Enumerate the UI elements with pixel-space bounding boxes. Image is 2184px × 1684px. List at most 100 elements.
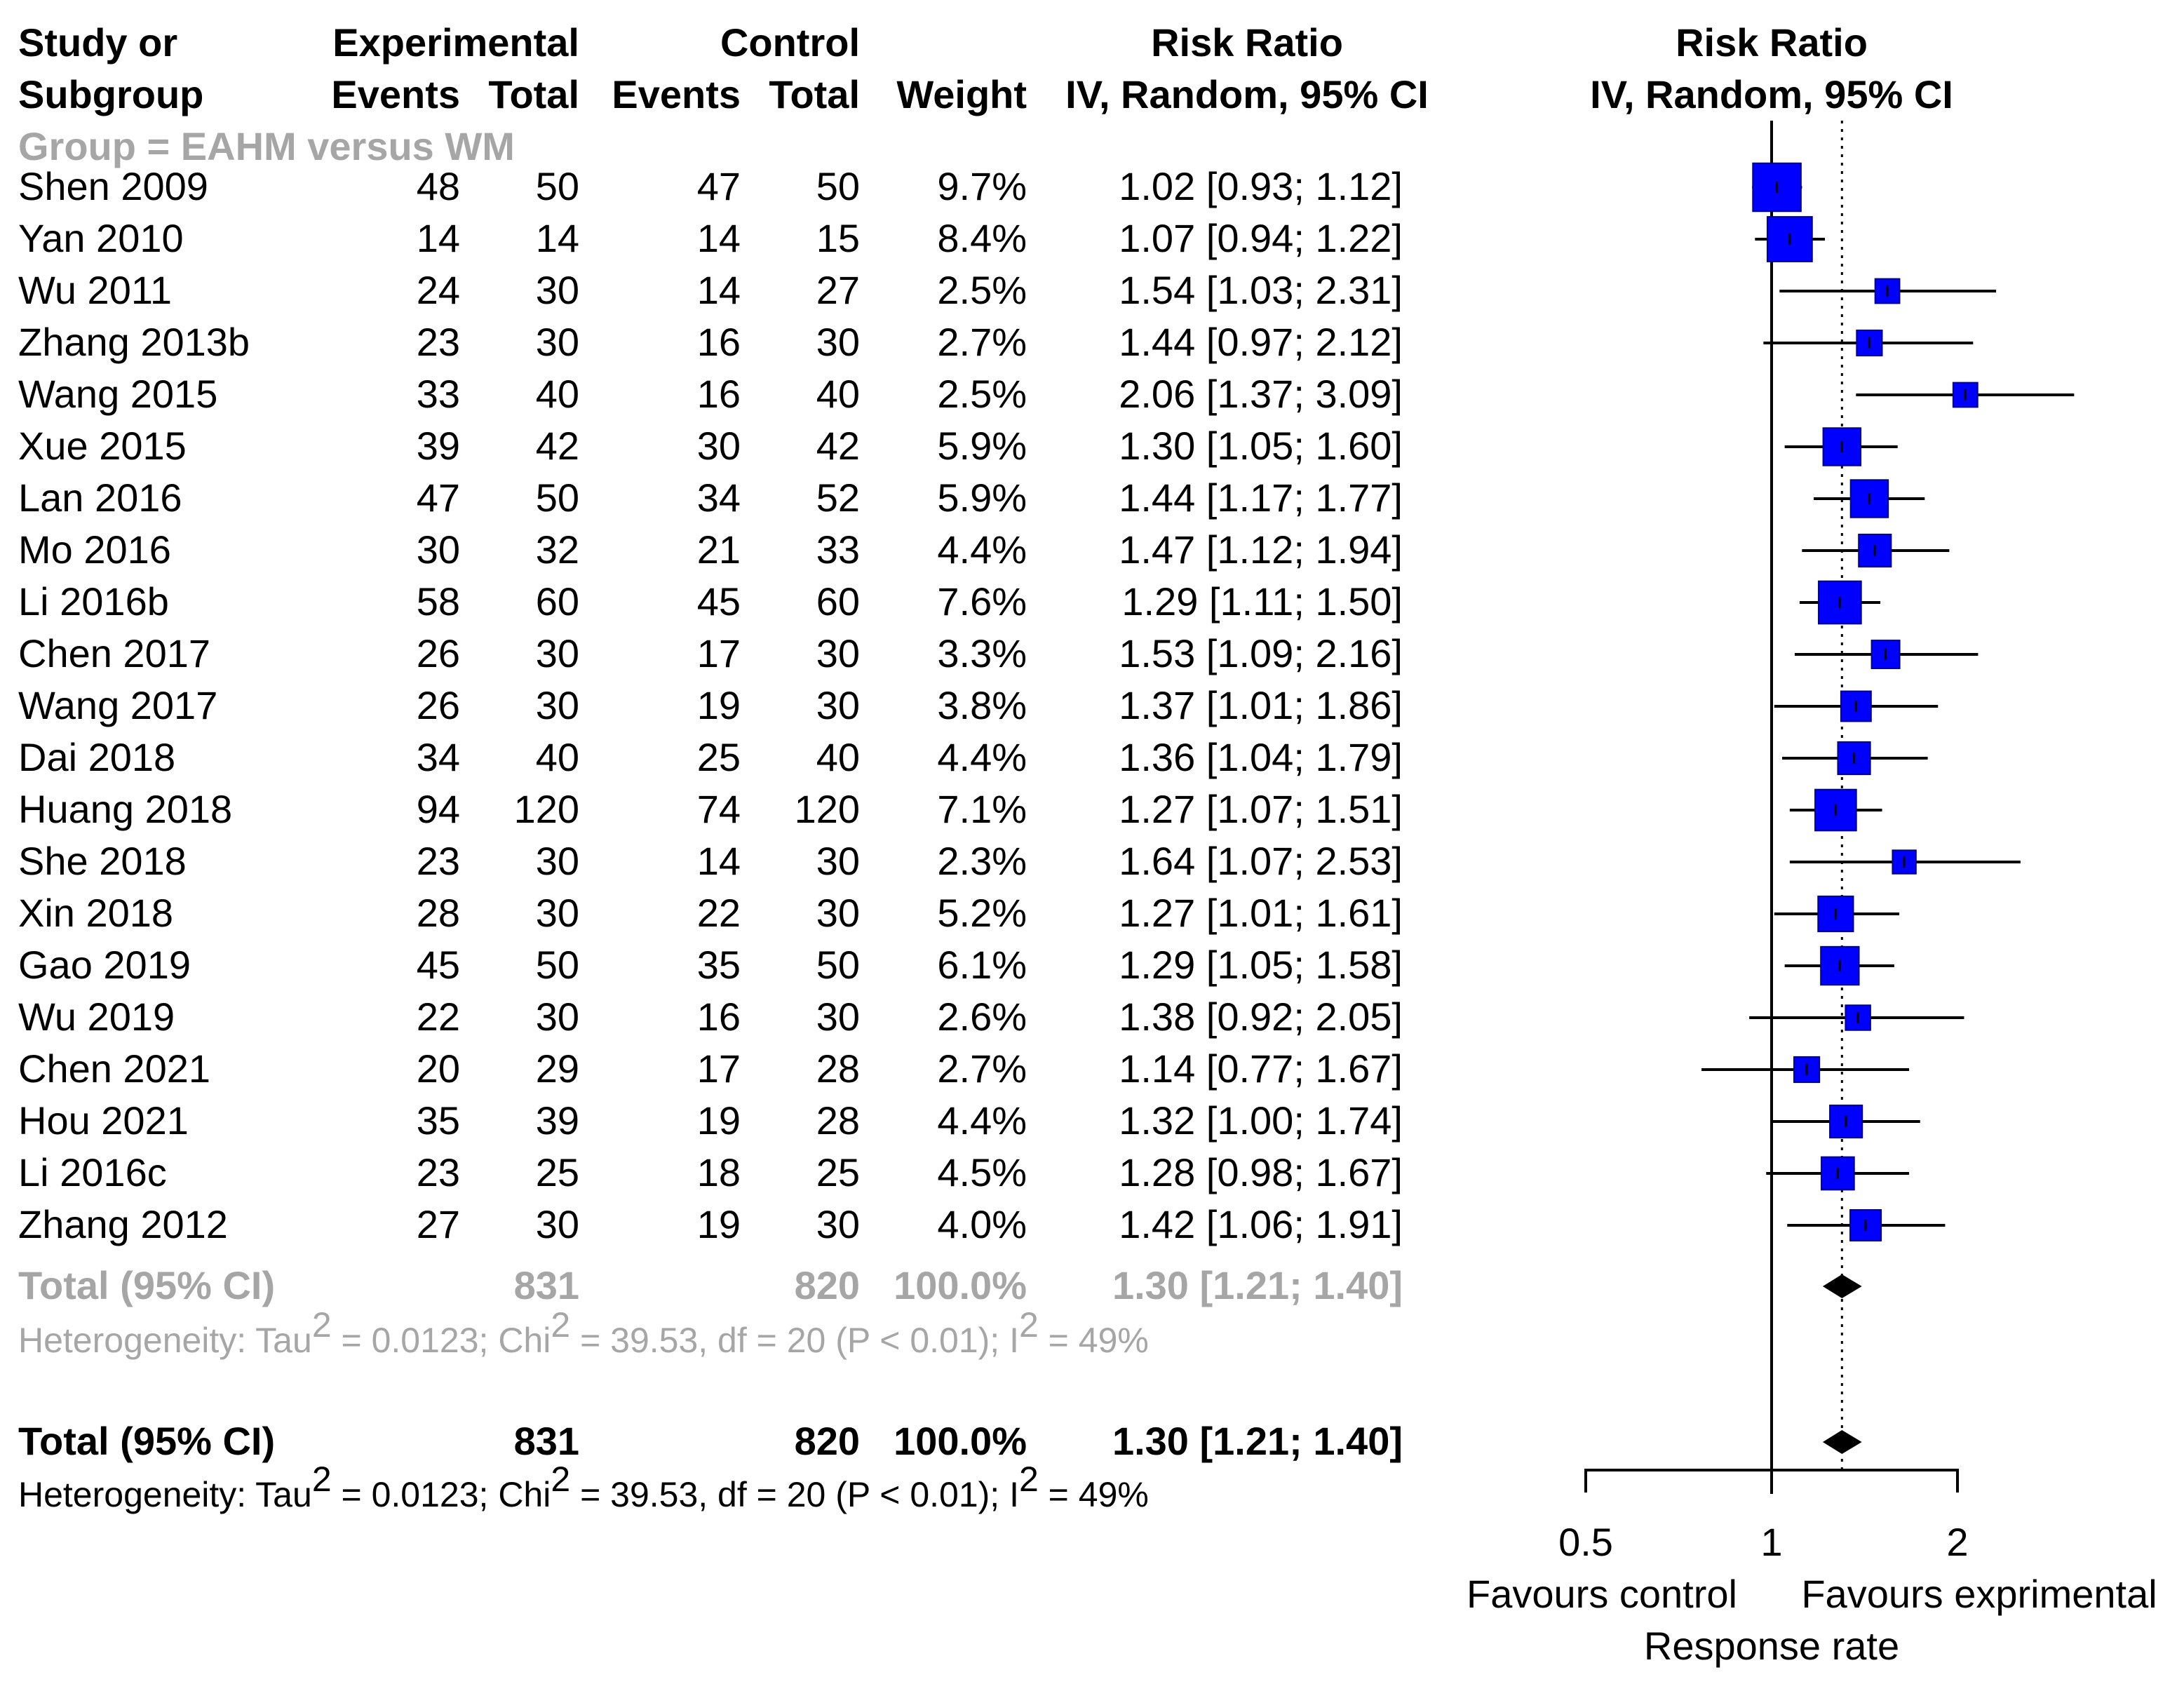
subgroup-label: Group = EAHM versus WM — [18, 124, 515, 168]
study-effect-box — [1829, 1104, 1863, 1139]
study-name: Mo 2016 — [18, 527, 171, 572]
exp-total: 30 — [536, 891, 579, 935]
header-weight: Weight — [896, 72, 1027, 116]
exp-total: 39 — [536, 1098, 579, 1143]
exp-total: 30 — [536, 995, 579, 1039]
study-name: Gao 2019 — [18, 943, 191, 987]
exp-events: 33 — [417, 372, 460, 416]
overall-total-ctl: 820 — [795, 1419, 860, 1463]
header-ctl-total: Total — [769, 72, 860, 116]
study-weight: 2.3% — [937, 839, 1027, 883]
ctl-total: 33 — [816, 527, 860, 572]
ctl-total: 50 — [816, 943, 860, 987]
header-plot-method: IV, Random, 95% CI — [1590, 72, 1953, 116]
exp-total: 40 — [536, 735, 579, 779]
exp-total: 50 — [536, 164, 579, 208]
study-ci-text: 1.02 [0.93; 1.12] — [1119, 164, 1403, 208]
ctl-total: 30 — [816, 631, 860, 675]
x-tick-label: 1 — [1760, 1520, 1782, 1564]
study-ci-text: 1.30 [1.05; 1.60] — [1119, 424, 1403, 468]
ctl-events: 17 — [697, 631, 741, 675]
exp-total: 30 — [536, 320, 579, 364]
study-ci-text: 1.37 [1.01; 1.86] — [1119, 683, 1403, 727]
study-weight: 4.4% — [937, 735, 1027, 779]
study-weight: 7.1% — [937, 787, 1027, 831]
ctl-events: 21 — [697, 527, 741, 572]
study-name: Huang 2018 — [18, 787, 232, 831]
study-ci-text: 1.28 [0.98; 1.67] — [1119, 1150, 1403, 1194]
study-ci-text: 1.32 [1.00; 1.74] — [1119, 1098, 1403, 1143]
ctl-events: 34 — [697, 476, 741, 520]
study-name: Zhang 2012 — [18, 1202, 228, 1246]
x-tick-label: 0.5 — [1558, 1520, 1613, 1564]
overall-total-row: Total (95% CI) 831 820 100.0% 1.30 [1.21… — [18, 1419, 1403, 1463]
header-control: Control — [720, 20, 860, 65]
exp-events: 58 — [417, 579, 460, 624]
study-name: Lan 2016 — [18, 476, 182, 520]
exp-total: 40 — [536, 372, 579, 416]
study-name: Li 2016c — [18, 1150, 167, 1194]
exp-events: 47 — [417, 476, 460, 520]
exp-events: 35 — [417, 1098, 460, 1143]
study-ci-text: 1.36 [1.04; 1.79] — [1119, 735, 1403, 779]
study-name: Dai 2018 — [18, 735, 175, 779]
ctl-events: 19 — [697, 1098, 741, 1143]
ctl-total: 40 — [816, 372, 860, 416]
study-weight: 4.4% — [937, 1098, 1027, 1143]
study-ci-text: 1.07 [0.94; 1.22] — [1119, 216, 1403, 260]
ctl-events: 35 — [697, 943, 741, 987]
exp-events: 24 — [417, 268, 460, 312]
ctl-total: 30 — [816, 995, 860, 1039]
study-name: Wu 2011 — [18, 268, 172, 312]
ctl-events: 18 — [697, 1150, 741, 1194]
study-name: Xin 2018 — [18, 891, 173, 935]
study-ci-text: 1.29 [1.05; 1.58] — [1119, 943, 1403, 987]
subgroup-total-ctl: 820 — [795, 1263, 860, 1307]
ctl-total: 60 — [816, 579, 860, 624]
ctl-total: 40 — [816, 735, 860, 779]
ctl-total: 52 — [816, 476, 860, 520]
ctl-total: 25 — [816, 1150, 860, 1194]
subgroup-total-ci: 1.30 [1.21; 1.40] — [1112, 1263, 1403, 1307]
ctl-events: 25 — [697, 735, 741, 779]
study-weight: 3.8% — [937, 683, 1027, 727]
study-weight: 3.3% — [937, 631, 1027, 675]
study-ci-text: 1.42 [1.06; 1.91] — [1119, 1202, 1403, 1246]
study-name: Wang 2015 — [18, 372, 217, 416]
overall-total-exp: 831 — [514, 1419, 579, 1463]
exp-total: 42 — [536, 424, 579, 468]
exp-events: 23 — [417, 839, 460, 883]
ctl-events: 19 — [697, 683, 741, 727]
ctl-events: 14 — [697, 839, 741, 883]
study-weight: 5.9% — [937, 424, 1027, 468]
ctl-events: 16 — [697, 320, 741, 364]
study-effect-box — [1817, 895, 1854, 933]
study-ci-text: 1.54 [1.03; 2.31] — [1119, 268, 1403, 312]
study-ci-text: 1.64 [1.07; 2.53] — [1119, 839, 1403, 883]
subgroup-total-weight: 100.0% — [894, 1263, 1027, 1307]
table-header: Study or Subgroup Experimental Events To… — [18, 20, 1953, 116]
x-tick-label: 2 — [1946, 1520, 1968, 1564]
header-ctl-events: Events — [612, 72, 741, 116]
study-weight: 2.7% — [937, 320, 1027, 364]
ctl-events: 22 — [697, 891, 741, 935]
exp-total: 30 — [536, 1202, 579, 1246]
exp-events: 22 — [417, 995, 460, 1039]
study-ci-text: 1.27 [1.07; 1.51] — [1119, 787, 1403, 831]
ctl-events: 14 — [697, 268, 741, 312]
exp-events: 28 — [417, 891, 460, 935]
study-name: Chen 2021 — [18, 1046, 210, 1091]
study-weight: 8.4% — [937, 216, 1027, 260]
exp-total: 30 — [536, 839, 579, 883]
header-rr-title: Risk Ratio — [1151, 20, 1343, 65]
study-name: Hou 2021 — [18, 1098, 189, 1143]
exp-events: 30 — [417, 527, 460, 572]
overall-total-weight: 100.0% — [894, 1419, 1027, 1463]
study-weight: 4.5% — [937, 1150, 1027, 1194]
study-name: Wu 2019 — [18, 995, 175, 1039]
study-weight: 7.6% — [937, 579, 1027, 624]
header-study-line1: Study or — [18, 20, 177, 65]
overall-heterogeneity: Heterogeneity: Tau2 = 0.0123; Chi2 = 39.… — [18, 1460, 1149, 1514]
exp-events: 23 — [417, 320, 460, 364]
study-weight: 4.0% — [937, 1202, 1027, 1246]
